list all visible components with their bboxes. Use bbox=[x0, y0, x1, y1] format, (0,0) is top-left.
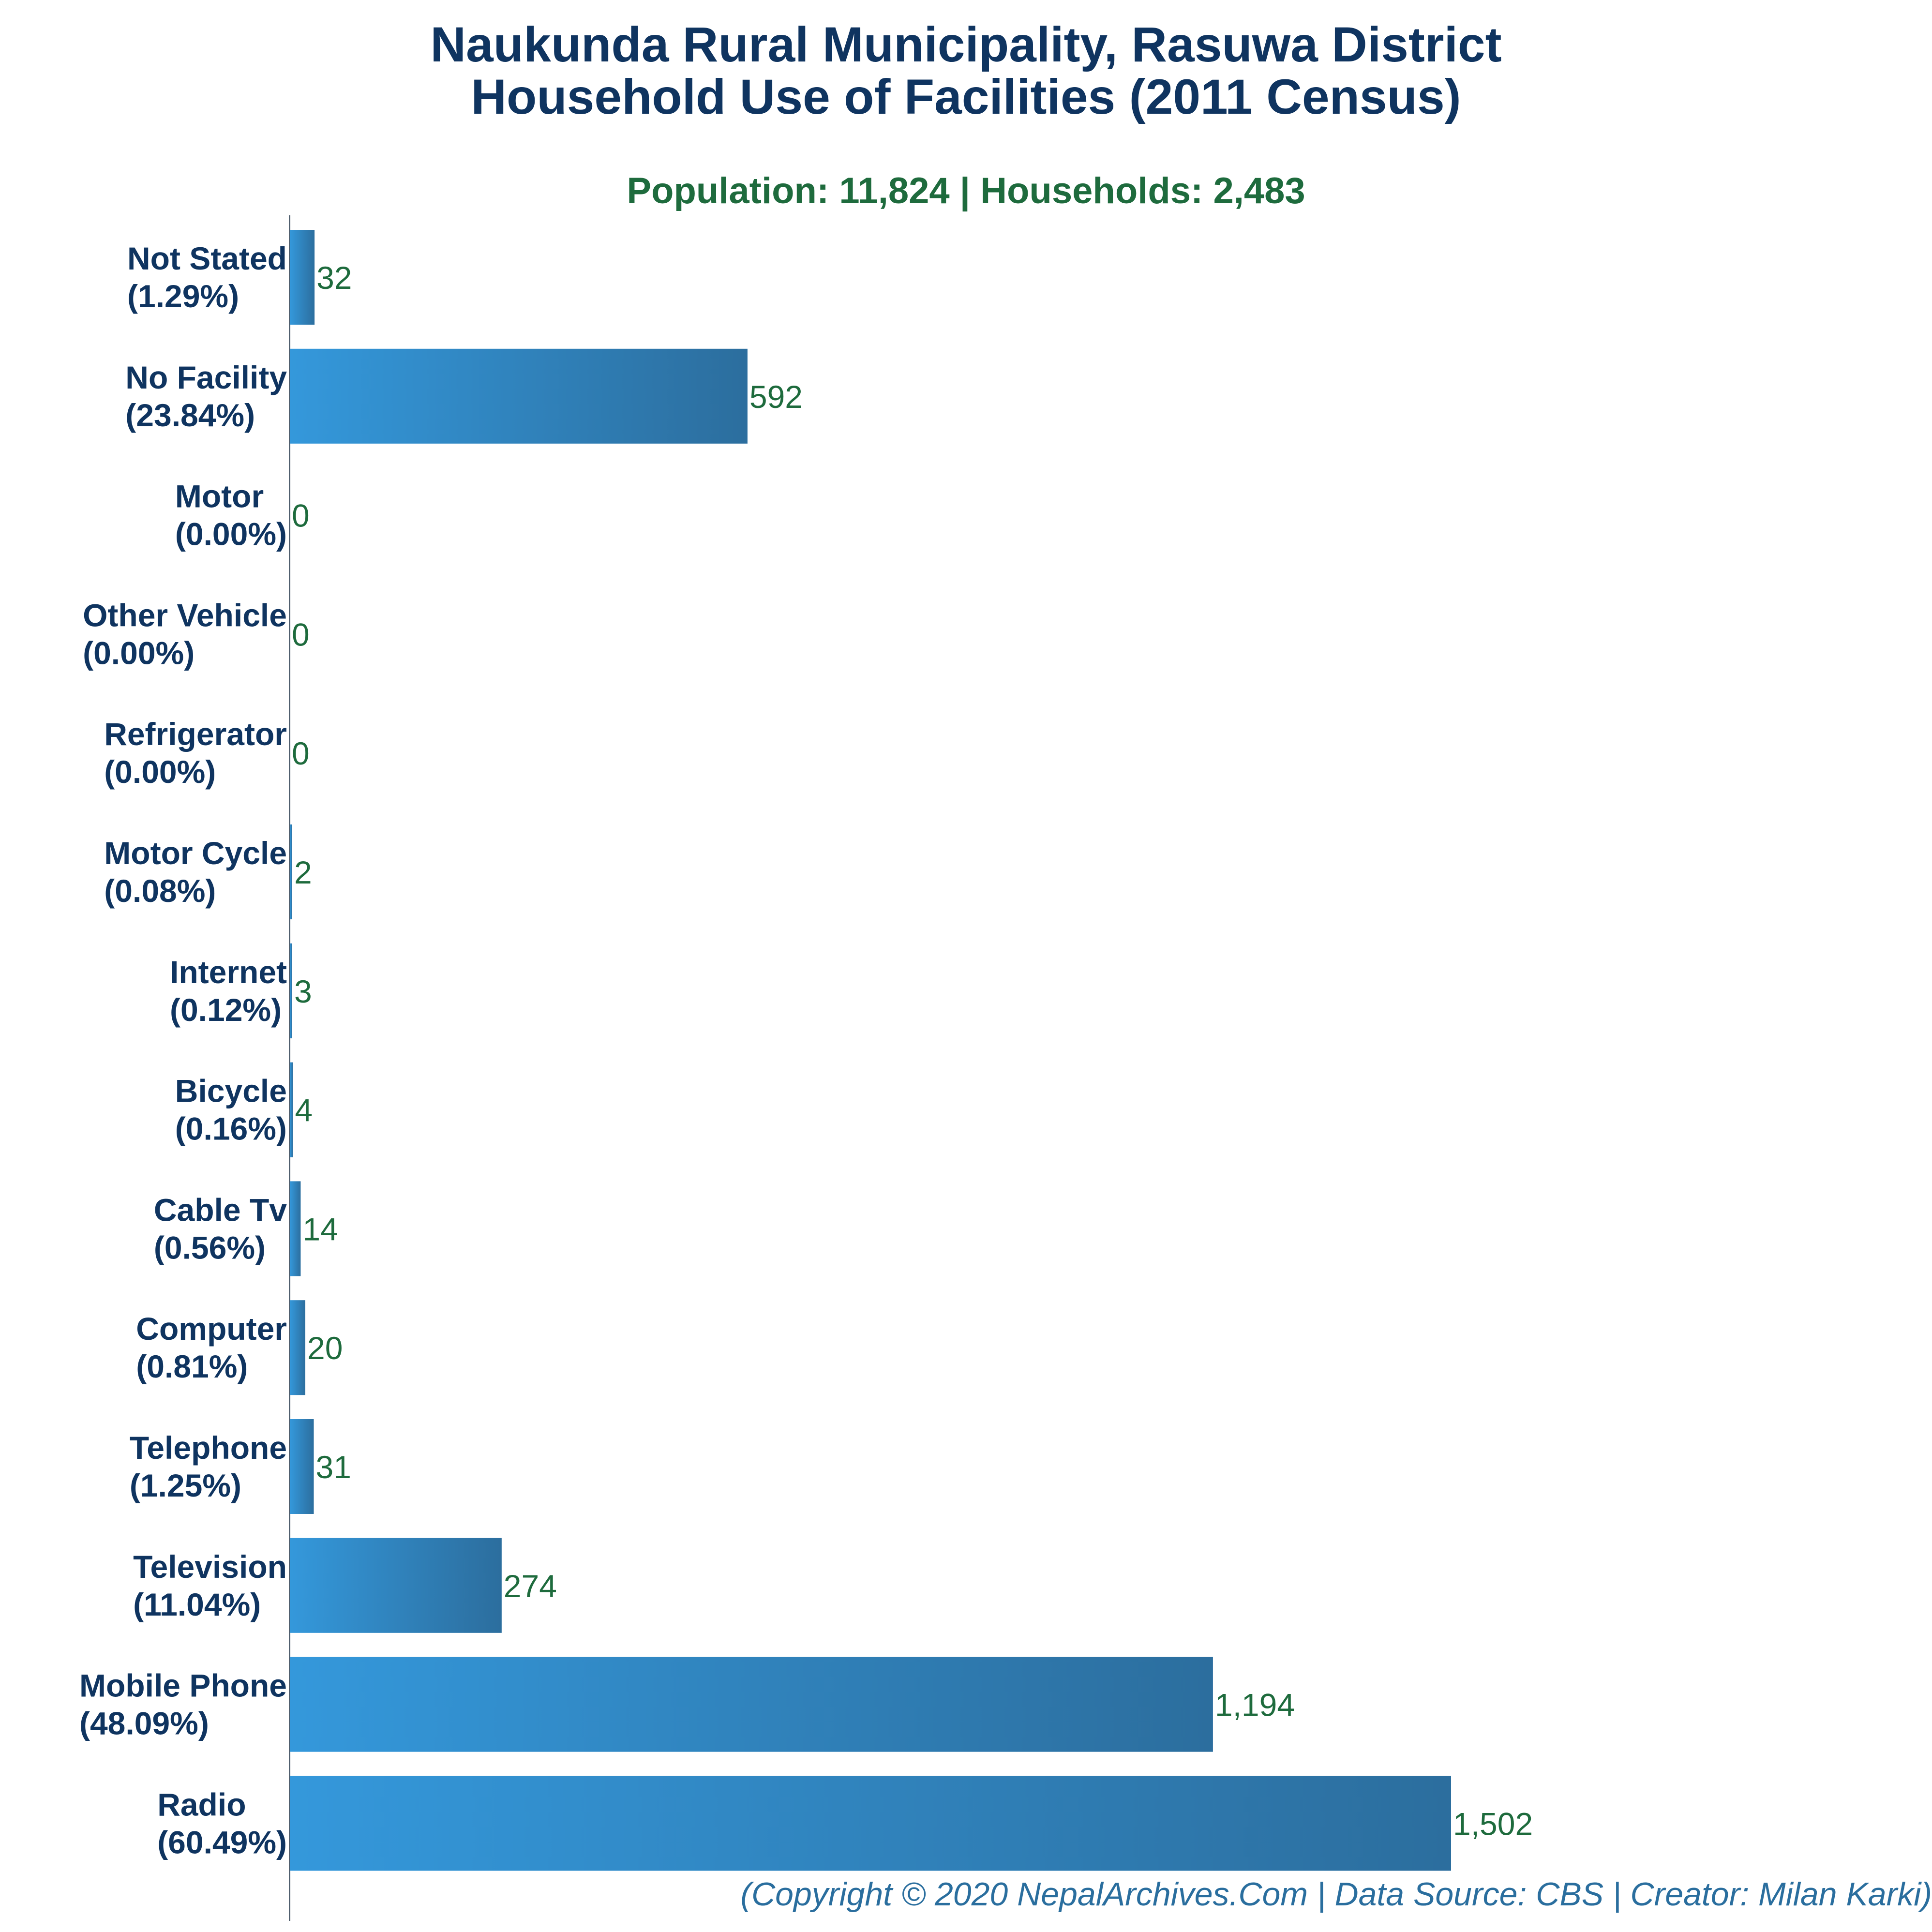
category-percent: (0.12%) bbox=[170, 992, 282, 1028]
category-name: Telephone bbox=[130, 1430, 287, 1466]
category-label: Not Stated (1.29%) bbox=[127, 240, 287, 314]
category-name: Not Stated bbox=[127, 240, 287, 276]
bar bbox=[290, 824, 292, 919]
category-name: Radio bbox=[157, 1786, 246, 1822]
category-percent: (0.00%) bbox=[83, 635, 195, 671]
category-name: Other Vehicle bbox=[83, 597, 287, 633]
category-name: Bicycle bbox=[175, 1073, 287, 1109]
chart-subtitle: Population: 11,824 | Households: 2,483 bbox=[627, 170, 1305, 211]
category-name: Internet bbox=[170, 954, 287, 990]
category-percent: (48.09%) bbox=[79, 1706, 209, 1741]
bar bbox=[290, 1776, 1451, 1871]
category-percent: (1.25%) bbox=[130, 1468, 241, 1503]
bar bbox=[290, 1181, 301, 1276]
category-label: Motor (0.00%) bbox=[175, 479, 287, 552]
category-percent: (11.04%) bbox=[133, 1587, 261, 1622]
category-percent: (0.81%) bbox=[136, 1348, 248, 1384]
category-percent: (0.08%) bbox=[104, 873, 216, 909]
bar-value-label: 20 bbox=[307, 1330, 343, 1366]
bar-value-label: 4 bbox=[295, 1093, 313, 1128]
bar-value-label: 31 bbox=[316, 1449, 351, 1485]
category-percent: (0.00%) bbox=[104, 754, 216, 790]
category-percent: (60.49%) bbox=[157, 1824, 287, 1860]
category-percent: (0.56%) bbox=[154, 1229, 266, 1265]
bar bbox=[290, 1062, 293, 1157]
category-label: Radio (60.49%) bbox=[157, 1786, 287, 1860]
category-name: Mobile Phone bbox=[79, 1668, 287, 1704]
chart-title-line1: Naukunda Rural Municipality, Rasuwa Dist… bbox=[430, 17, 1502, 72]
category-name: Motor bbox=[175, 479, 264, 514]
category-name: No Facility bbox=[125, 359, 287, 395]
category-label: Television (11.04%) bbox=[133, 1549, 287, 1622]
bar-value-label: 0 bbox=[292, 616, 310, 652]
category-name: Computer bbox=[136, 1311, 287, 1347]
category-label: Computer (0.81%) bbox=[136, 1311, 287, 1384]
bar-value-label: 1,502 bbox=[1453, 1806, 1533, 1842]
chart-title-line2: Household Use of Facilities (2011 Census… bbox=[471, 69, 1461, 124]
bar bbox=[290, 1538, 502, 1633]
category-label: Telephone (1.25%) bbox=[130, 1430, 287, 1503]
category-percent: (0.00%) bbox=[175, 516, 287, 552]
category-percent: (1.29%) bbox=[127, 278, 239, 314]
bar bbox=[290, 230, 315, 325]
bar-value-label: 274 bbox=[504, 1568, 557, 1604]
bar-value-label: 32 bbox=[316, 260, 352, 296]
category-percent: (0.16%) bbox=[175, 1111, 287, 1147]
bar-value-label: 1,194 bbox=[1215, 1687, 1295, 1723]
category-name: Cable Tv bbox=[154, 1192, 287, 1228]
category-label: Internet (0.12%) bbox=[170, 954, 287, 1028]
category-label: Cable Tv (0.56%) bbox=[154, 1192, 287, 1265]
bar bbox=[290, 1300, 305, 1395]
category-label: Mobile Phone (48.09%) bbox=[79, 1668, 287, 1741]
bar-value-label: 0 bbox=[292, 735, 310, 771]
category-name: Television bbox=[133, 1549, 287, 1585]
category-label: Bicycle (0.16%) bbox=[175, 1073, 287, 1147]
bar-value-label: 592 bbox=[749, 379, 803, 415]
bar-value-label: 14 bbox=[302, 1211, 338, 1247]
bar-value-label: 0 bbox=[292, 498, 310, 534]
bar bbox=[290, 943, 292, 1038]
category-percent: (23.84%) bbox=[125, 397, 255, 433]
category-label: Motor Cycle (0.08%) bbox=[104, 835, 287, 909]
bar bbox=[290, 1657, 1213, 1752]
category-name: Refrigerator bbox=[104, 716, 287, 752]
bar bbox=[290, 348, 748, 444]
bar-value-label: 2 bbox=[294, 854, 312, 890]
category-name: Motor Cycle bbox=[104, 835, 287, 871]
category-label: Refrigerator (0.00%) bbox=[104, 716, 287, 790]
bar bbox=[290, 1419, 314, 1514]
category-label: Other Vehicle (0.00%) bbox=[83, 597, 287, 671]
bar-value-label: 3 bbox=[294, 973, 312, 1009]
chart-footer: (Copyright © 2020 NepalArchives.Com | Da… bbox=[740, 1876, 1932, 1913]
category-label: No Facility (23.84%) bbox=[125, 359, 287, 433]
